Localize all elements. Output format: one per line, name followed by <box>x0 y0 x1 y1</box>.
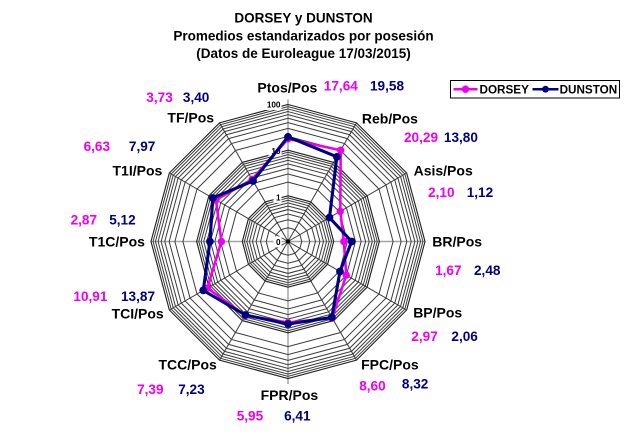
svg-text:6,41: 6,41 <box>284 408 311 423</box>
svg-text:7,97: 7,97 <box>129 139 155 154</box>
svg-text:6,63: 6,63 <box>84 139 111 154</box>
svg-text:100: 100 <box>267 101 281 110</box>
svg-text:DORSEY: DORSEY <box>480 83 530 96</box>
svg-text:1,67: 1,67 <box>435 263 461 278</box>
svg-text:BP/Pos: BP/Pos <box>413 305 462 321</box>
svg-text:2,10: 2,10 <box>428 185 454 200</box>
svg-text:7,39: 7,39 <box>137 382 164 397</box>
svg-text:FPC/Pos: FPC/Pos <box>361 357 419 373</box>
svg-text:TF/Pos: TF/Pos <box>167 110 214 126</box>
svg-text:13,87: 13,87 <box>121 289 155 304</box>
svg-text:1,12: 1,12 <box>467 185 494 200</box>
svg-text:TCC/Pos: TCC/Pos <box>159 357 218 373</box>
svg-text:DUNSTON: DUNSTON <box>560 83 618 96</box>
svg-text:5,95: 5,95 <box>237 408 264 423</box>
svg-text:3,40: 3,40 <box>183 90 209 105</box>
svg-text:FPR/Pos: FPR/Pos <box>261 387 319 403</box>
svg-text:13,80: 13,80 <box>444 130 478 145</box>
svg-text:Ptos/Pos: Ptos/Pos <box>257 80 317 96</box>
svg-text:3,73: 3,73 <box>146 90 173 105</box>
svg-text:BR/Pos: BR/Pos <box>432 233 482 249</box>
svg-text:10,91: 10,91 <box>73 289 107 304</box>
svg-text:TCI/Pos: TCI/Pos <box>112 305 164 321</box>
svg-text:Reb/Pos: Reb/Pos <box>362 111 418 127</box>
svg-text:20,29: 20,29 <box>404 130 438 145</box>
svg-text:19,58: 19,58 <box>370 79 404 94</box>
svg-text:DORSEY y DUNSTON: DORSEY y DUNSTON <box>234 11 372 26</box>
svg-text:T1C/Pos: T1C/Pos <box>89 234 145 250</box>
svg-text:(Datos de Euroleague 17/03/201: (Datos de Euroleague 17/03/2015) <box>196 46 411 61</box>
svg-text:8,60: 8,60 <box>359 378 385 393</box>
svg-text:2,06: 2,06 <box>451 329 478 344</box>
svg-text:Asis/Pos: Asis/Pos <box>414 163 473 179</box>
svg-text:5,12: 5,12 <box>109 213 136 228</box>
svg-text:Promedios estandarizados por p: Promedios estandarizados por posesión <box>173 29 433 44</box>
svg-text:8,32: 8,32 <box>402 377 429 392</box>
svg-text:17,64: 17,64 <box>324 79 358 94</box>
svg-text:T1I/Pos: T1I/Pos <box>113 163 163 179</box>
svg-text:7,23: 7,23 <box>178 382 205 397</box>
svg-text:0: 0 <box>276 238 281 247</box>
svg-text:1: 1 <box>276 194 281 203</box>
svg-text:2,48: 2,48 <box>474 263 501 278</box>
svg-text:2,97: 2,97 <box>411 329 437 344</box>
svg-text:2,87: 2,87 <box>71 213 97 228</box>
